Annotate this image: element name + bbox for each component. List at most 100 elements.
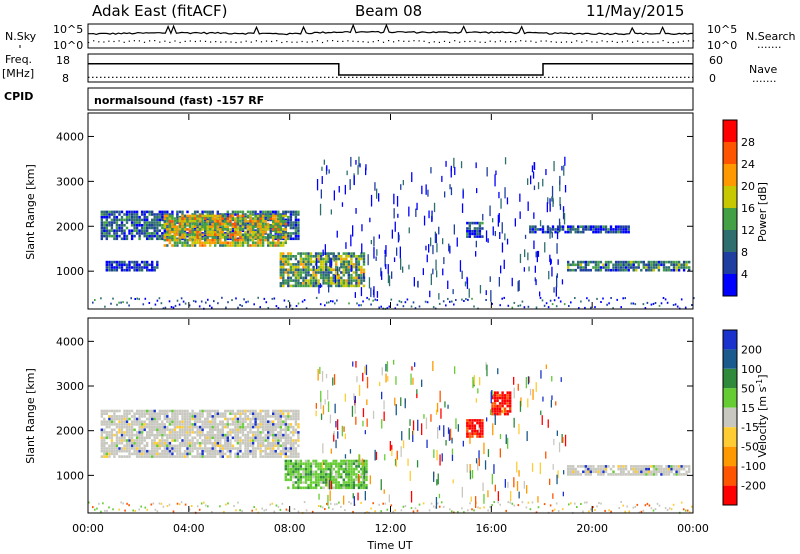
heatmap-cell	[206, 415, 209, 418]
sparse-cell	[450, 165, 452, 172]
nsearch-point	[174, 40, 176, 42]
heatmap-cell	[214, 444, 217, 448]
nsearch-point	[647, 41, 649, 43]
sparse-cell	[423, 215, 426, 226]
sparse-cell	[333, 374, 336, 385]
heatmap-cell	[337, 467, 340, 471]
heatmap-cell	[478, 229, 482, 233]
heatmap-cell	[156, 444, 159, 448]
heatmap-cell	[246, 214, 250, 218]
heatmap-cell	[493, 394, 497, 397]
ground-scatter-cell	[386, 307, 389, 310]
ground-scatter-cell	[239, 509, 241, 512]
heatmap-cell	[108, 455, 111, 458]
heatmap-cell	[307, 459, 310, 463]
heatmap-cell	[123, 237, 126, 241]
heatmap-cell	[115, 234, 119, 238]
heatmap-cell	[201, 441, 204, 445]
sparse-cell	[393, 359, 395, 365]
heatmap-cell	[120, 263, 124, 267]
heatmap-cell	[103, 431, 106, 434]
heatmap-cell	[168, 449, 172, 453]
heatmap-cell	[201, 237, 204, 241]
heatmap-cell	[682, 260, 686, 264]
ground-scatter-cell	[686, 509, 689, 512]
heatmap-cell	[100, 226, 103, 230]
heatmap-cell	[178, 436, 182, 440]
heatmap-cell	[287, 478, 290, 482]
heatmap-cell	[312, 279, 315, 282]
heatmap-cell	[309, 263, 313, 266]
sparse-cell	[395, 404, 397, 416]
heatmap-cell	[100, 449, 103, 453]
heatmap-cell	[168, 222, 172, 226]
heatmap-cell	[120, 226, 124, 230]
heatmap-cell	[140, 268, 144, 272]
heatmap-cell	[105, 210, 108, 214]
heatmap-cell	[645, 268, 648, 272]
heatmap-cell	[146, 226, 149, 230]
heatmap-cell	[277, 447, 280, 450]
velocity-y-axis-label: Slant Range [km]	[24, 368, 37, 464]
sparse-cell	[430, 273, 432, 286]
sparse-cell	[456, 237, 458, 247]
heatmap-cell	[201, 449, 204, 453]
heatmap-cell	[360, 462, 363, 465]
heatmap-cell	[607, 230, 610, 234]
ground-scatter-cell	[608, 302, 610, 305]
heatmap-cell	[110, 439, 114, 442]
heatmap-cell	[198, 230, 202, 234]
heatmap-cell	[128, 447, 131, 450]
sparse-cell	[533, 162, 536, 170]
heatmap-cell	[151, 431, 154, 434]
nsearch-point	[443, 40, 446, 42]
heatmap-cell	[319, 273, 323, 277]
heatmap-cell	[597, 470, 600, 474]
heatmap-cell	[304, 282, 308, 285]
heatmap-cell	[234, 439, 237, 442]
heatmap-cell	[246, 236, 250, 239]
heatmap-cell	[657, 268, 661, 272]
sparse-cell	[482, 482, 484, 492]
ground-scatter-cell	[654, 508, 657, 511]
heatmap-cell	[211, 423, 214, 426]
heatmap-cell	[201, 217, 204, 220]
heatmap-cell	[198, 224, 202, 227]
heatmap-cell	[110, 449, 114, 453]
heatmap-cell	[284, 213, 287, 216]
sparse-cell	[536, 250, 538, 263]
sparse-cell	[378, 234, 380, 239]
heatmap-cell	[282, 260, 285, 263]
heatmap-cell	[322, 462, 325, 465]
sparse-cell	[557, 259, 559, 265]
heatmap-cell	[118, 431, 121, 434]
heatmap-cell	[597, 230, 600, 234]
nsearch-point	[118, 40, 120, 42]
sparse-cell	[369, 475, 371, 485]
heatmap-cell	[166, 230, 169, 234]
ground-scatter-cell	[138, 508, 140, 511]
ground-scatter-cell	[561, 508, 564, 511]
heatmap-cell	[279, 265, 282, 269]
heatmap-cell	[214, 449, 217, 453]
heatmap-cell	[219, 241, 222, 245]
ground-scatter-cell	[525, 506, 528, 509]
heatmap-cell	[244, 215, 247, 219]
heatmap-cell	[209, 439, 212, 442]
ground-scatter-cell	[499, 304, 501, 307]
heatmap-cell	[302, 470, 305, 474]
heatmap-cell	[219, 455, 222, 458]
heatmap-cell	[231, 412, 235, 415]
ground-scatter-cell	[283, 299, 286, 302]
heatmap-cell	[178, 210, 182, 214]
heatmap-cell	[655, 266, 658, 269]
heatmap-cell	[267, 210, 270, 214]
heatmap-cell	[191, 444, 194, 448]
heatmap-cell	[236, 452, 240, 456]
heatmap-cell	[100, 412, 103, 415]
heatmap-cell	[269, 236, 272, 239]
nsearch-point	[337, 40, 339, 42]
heatmap-cell	[214, 220, 217, 223]
colorbar-swatch	[723, 427, 737, 447]
heatmap-cell	[312, 470, 315, 474]
